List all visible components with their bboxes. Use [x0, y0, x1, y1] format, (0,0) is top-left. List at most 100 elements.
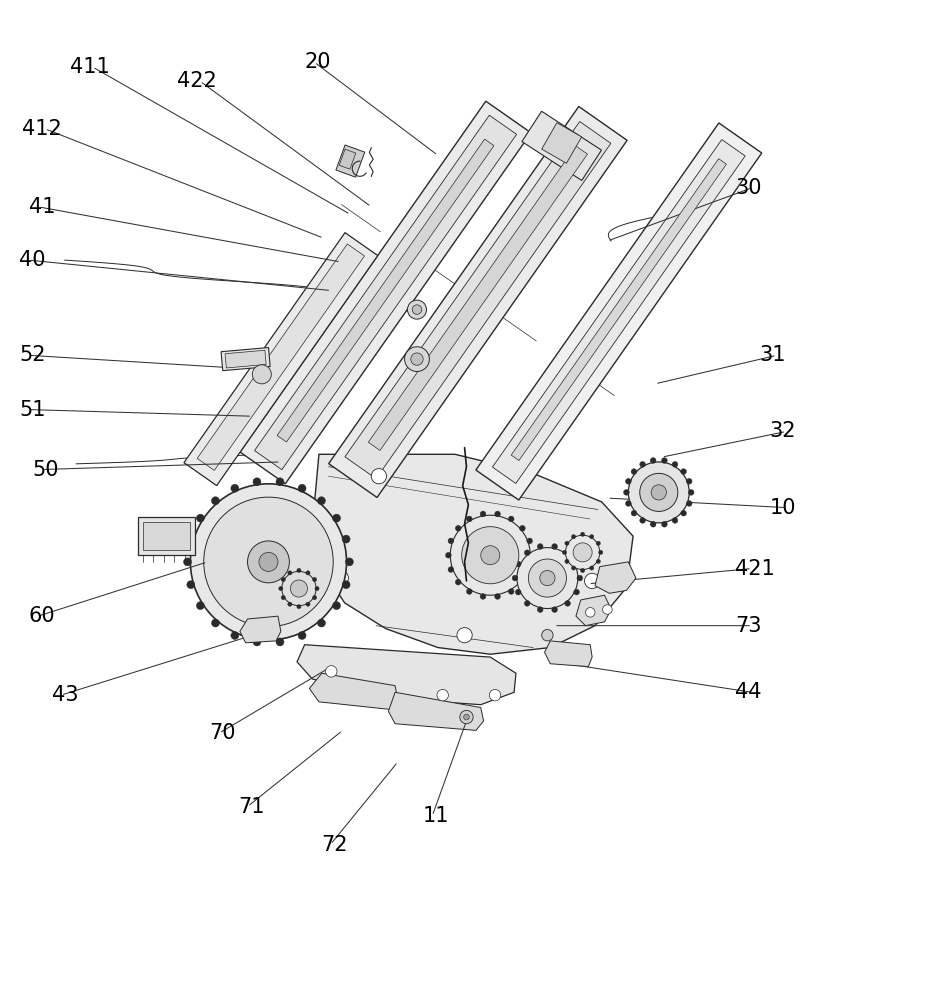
Text: 32: 32 [769, 421, 796, 441]
Circle shape [525, 601, 530, 606]
Circle shape [565, 535, 600, 569]
Circle shape [589, 535, 594, 539]
Polygon shape [309, 673, 398, 709]
Circle shape [552, 544, 558, 549]
Circle shape [515, 589, 521, 595]
Bar [339, 149, 356, 169]
Circle shape [448, 567, 454, 572]
Circle shape [446, 552, 451, 558]
Circle shape [571, 566, 576, 570]
Circle shape [184, 558, 191, 566]
Circle shape [625, 478, 631, 484]
Circle shape [574, 561, 580, 567]
Circle shape [520, 525, 526, 531]
Circle shape [279, 586, 283, 591]
Circle shape [625, 501, 631, 506]
Circle shape [589, 566, 594, 570]
Polygon shape [595, 562, 636, 593]
Text: 52: 52 [19, 345, 46, 365]
Bar [180, 535, 239, 557]
Circle shape [298, 631, 307, 639]
Bar [336, 145, 365, 177]
Bar [254, 115, 517, 470]
Circle shape [672, 518, 678, 523]
Circle shape [681, 510, 686, 516]
Polygon shape [312, 454, 633, 654]
Circle shape [448, 538, 454, 544]
Circle shape [631, 469, 637, 474]
Circle shape [573, 543, 592, 562]
Circle shape [450, 515, 530, 595]
Circle shape [253, 638, 261, 646]
Circle shape [297, 605, 301, 609]
Circle shape [312, 595, 317, 600]
Circle shape [662, 458, 667, 463]
Circle shape [672, 461, 678, 467]
Circle shape [412, 305, 422, 314]
Circle shape [640, 518, 645, 523]
Text: 60: 60 [29, 606, 55, 626]
Circle shape [306, 571, 310, 575]
Text: 10: 10 [769, 498, 796, 518]
Circle shape [565, 550, 570, 556]
Text: 50: 50 [32, 460, 59, 480]
Text: 70: 70 [209, 723, 236, 743]
Bar [221, 348, 270, 371]
Text: 44: 44 [735, 682, 762, 702]
Text: 11: 11 [423, 806, 449, 826]
Circle shape [462, 527, 519, 584]
Circle shape [651, 485, 666, 500]
Circle shape [650, 458, 656, 463]
Circle shape [528, 559, 566, 597]
Circle shape [495, 594, 501, 599]
Circle shape [688, 490, 694, 495]
Circle shape [686, 501, 692, 506]
Circle shape [526, 538, 532, 544]
Circle shape [537, 607, 543, 612]
Text: 72: 72 [321, 835, 347, 855]
Circle shape [298, 484, 307, 492]
Circle shape [574, 589, 580, 595]
Circle shape [537, 544, 543, 549]
Circle shape [317, 619, 326, 627]
Text: 51: 51 [19, 400, 46, 420]
Circle shape [437, 689, 448, 701]
Circle shape [276, 638, 284, 646]
Circle shape [466, 589, 472, 594]
Circle shape [596, 559, 601, 563]
Circle shape [342, 535, 350, 543]
Circle shape [288, 602, 292, 606]
Circle shape [508, 589, 514, 594]
Circle shape [512, 575, 518, 581]
Circle shape [211, 619, 220, 627]
Text: 31: 31 [760, 345, 786, 365]
Circle shape [681, 469, 686, 474]
Circle shape [297, 568, 301, 573]
Circle shape [306, 602, 310, 606]
Circle shape [686, 478, 692, 484]
Circle shape [640, 473, 678, 511]
Bar [143, 522, 190, 550]
Circle shape [290, 580, 307, 597]
Circle shape [230, 631, 239, 639]
Text: 421: 421 [735, 559, 775, 579]
Circle shape [552, 607, 558, 612]
Circle shape [585, 573, 600, 589]
Circle shape [571, 535, 576, 539]
Circle shape [342, 581, 350, 589]
Circle shape [565, 601, 570, 606]
Bar [492, 140, 745, 483]
Circle shape [317, 497, 326, 505]
Circle shape [259, 552, 278, 571]
Circle shape [252, 365, 271, 384]
Circle shape [281, 595, 286, 600]
Circle shape [253, 478, 261, 486]
Circle shape [495, 511, 501, 517]
Text: 41: 41 [29, 197, 55, 217]
Bar [277, 139, 494, 442]
Circle shape [407, 300, 426, 319]
Circle shape [624, 490, 629, 495]
Circle shape [628, 462, 689, 523]
Circle shape [282, 571, 316, 606]
Text: 20: 20 [305, 52, 331, 72]
